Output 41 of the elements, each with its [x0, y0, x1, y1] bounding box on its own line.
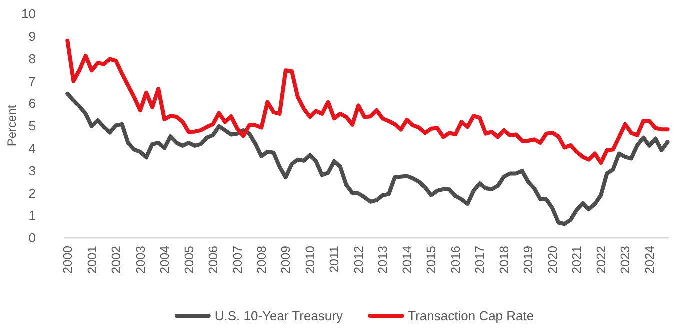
y-tick-label: 5 — [28, 118, 36, 134]
x-tick-label: 2014 — [400, 246, 414, 274]
x-tick-label: 2002 — [110, 246, 124, 274]
y-tick-label: 0 — [28, 230, 36, 246]
y-tick-label: 10 — [22, 6, 36, 22]
x-tick-label: 2012 — [352, 246, 366, 274]
line-series — [66, 38, 670, 165]
x-tick-label: 2005 — [182, 246, 196, 274]
x-tick-label: 2010 — [303, 246, 318, 274]
x-tick-label: 2024 — [642, 246, 657, 274]
x-tick-label: 2023 — [618, 246, 633, 274]
x-tick-label: 2020 — [546, 246, 560, 274]
y-tick-label: 9 — [28, 28, 36, 44]
x-tick-label: 2016 — [448, 246, 463, 274]
x-tick-label: 2018 — [497, 246, 512, 274]
x-tick-label: 2019 — [522, 246, 536, 274]
x-tick-label: 2021 — [570, 246, 584, 274]
legend-label: Transaction Cap Rate — [408, 308, 534, 324]
x-tick-label: 2009 — [279, 246, 294, 274]
legend-label: U.S. 10-Year Treasury — [214, 308, 344, 324]
y-tick-label: 4 — [28, 140, 36, 156]
x-tick-label: 2015 — [424, 246, 439, 274]
x-tick-label: 2017 — [473, 246, 488, 274]
y-tick-label: 8 — [28, 51, 36, 66]
line-series — [66, 92, 670, 226]
x-tick-label: 2011 — [328, 246, 342, 273]
x-tick-label: 2004 — [158, 246, 172, 274]
y-axis-title: Percent — [5, 104, 19, 147]
x-tick-label: 2006 — [206, 246, 221, 274]
x-tick-label: 2022 — [594, 246, 608, 274]
x-tick-label: 2003 — [134, 246, 148, 274]
y-tick-label: 6 — [28, 96, 36, 112]
y-tick-label: 2 — [28, 186, 36, 201]
x-tick-label: 2013 — [376, 246, 390, 274]
x-tick-label: 2007 — [230, 246, 245, 274]
y-tick-label: 7 — [28, 74, 36, 89]
x-tick-label: 2001 — [85, 246, 100, 274]
y-tick-label: 1 — [28, 208, 36, 224]
y-tick-label: 3 — [28, 163, 36, 178]
x-tick-label: 2000 — [61, 246, 76, 274]
x-tick-label: 2008 — [255, 246, 269, 274]
